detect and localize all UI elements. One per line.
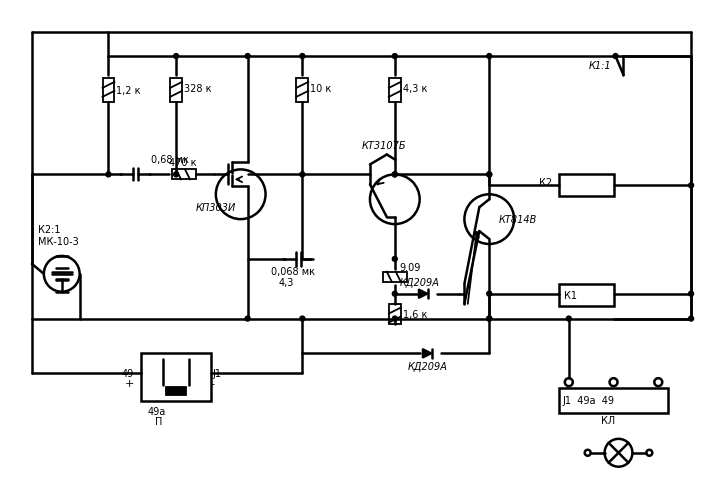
Circle shape [487,316,492,321]
Polygon shape [423,349,432,358]
Bar [296,79,308,103]
Circle shape [487,54,492,60]
Bar [103,79,114,103]
Bar [383,272,407,282]
Circle shape [300,172,305,178]
Text: 470 к: 470 к [169,158,197,168]
Circle shape [106,172,111,178]
Circle shape [688,291,693,297]
Text: КТ814В: КТ814В [499,215,538,225]
Circle shape [487,172,492,178]
Text: 0,68 мк: 0,68 мк [151,155,189,165]
Bar [389,79,401,103]
Text: 9.09: 9.09 [400,262,422,272]
Bar [559,175,614,197]
Circle shape [487,172,492,178]
Text: 0,068 мк: 0,068 мк [270,266,315,276]
Bar [559,284,614,306]
Text: К2:1: К2:1 [38,225,61,235]
Bar [559,388,668,413]
Polygon shape [419,289,427,299]
Text: К1: К1 [564,290,577,300]
Text: КЛ: КЛ [601,415,615,425]
Circle shape [245,54,250,60]
Circle shape [174,172,179,178]
Text: 4,3 к: 4,3 к [403,84,427,94]
Text: 10 к: 10 к [310,84,332,94]
Circle shape [688,183,693,189]
Text: 4,3: 4,3 [278,277,294,287]
Bar [166,387,186,395]
Circle shape [393,257,398,262]
Text: КД209А: КД209А [408,361,448,372]
Text: 49а: 49а [147,406,166,416]
Text: К1:1: К1:1 [589,61,612,71]
Bar [141,354,211,401]
Text: КП303И: КП303И [196,203,236,213]
Text: КД209А: КД209А [400,277,440,287]
Text: 1,6 к: 1,6 к [403,309,427,319]
Text: 1,2 к: 1,2 к [116,86,141,96]
Bar [170,79,182,103]
Circle shape [393,54,398,60]
Text: J1: J1 [213,369,222,378]
Circle shape [487,291,492,297]
Circle shape [613,54,618,60]
Text: -: - [211,378,215,388]
Text: К2: К2 [539,178,552,188]
Circle shape [393,291,398,297]
Text: КТ3107Б: КТ3107Б [362,140,406,150]
Text: 328 к: 328 к [184,84,212,94]
Circle shape [566,316,571,321]
Text: П: П [155,416,163,426]
Bar [172,170,196,180]
Circle shape [393,316,398,321]
Circle shape [487,316,492,321]
Bar [389,304,401,324]
Circle shape [174,54,179,60]
Text: J1  49а  49: J1 49а 49 [562,395,615,405]
Circle shape [688,316,693,321]
Circle shape [393,172,398,178]
Circle shape [300,316,305,321]
Circle shape [245,316,250,321]
Text: 49: 49 [121,369,134,378]
Text: МК-10-3: МК-10-3 [38,237,79,246]
Circle shape [393,172,398,178]
Circle shape [300,54,305,60]
Text: +: + [124,378,134,388]
